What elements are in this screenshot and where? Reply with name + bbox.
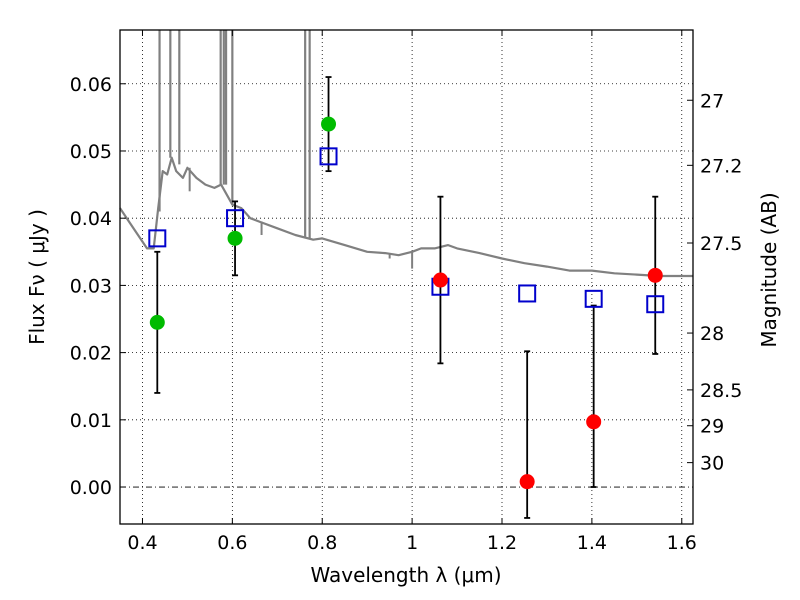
x-tick-label: 1: [406, 532, 418, 554]
magnitude-tick-label: 28.5: [700, 380, 742, 402]
detection-point: [519, 474, 535, 490]
y-axis-ticks: 0.00 0.01 0.02 0.03 0.04 0.05 0.06: [70, 74, 126, 499]
x-tick-label: 1.4: [577, 532, 607, 554]
y-tick-label: 0.05: [70, 141, 112, 163]
x-axis-ticks: 0.4 0.6 0.8 1 1.2 1.4 1.6: [127, 30, 697, 554]
magnitude-tick-label: 29: [700, 416, 724, 438]
magnitude-tick-label: 30: [700, 453, 724, 475]
x-axis-title: Wavelength λ (μm): [310, 563, 501, 587]
magnitude-tick-label: 27.2: [700, 155, 742, 177]
magnitude-tick-label: 27.5: [700, 233, 742, 255]
magnitude-axis-ticks: 27 27.2 27.5 28 28.5 29 30: [687, 90, 742, 475]
magnitude-tick-label: 28: [700, 323, 724, 345]
x-tick-label: 1.2: [487, 532, 517, 554]
x-tick-label: 0.8: [307, 532, 337, 554]
model-photometry-point: [226, 209, 245, 228]
y-tick-label: 0.02: [70, 343, 112, 365]
plot-frame: [119, 29, 694, 525]
detection-point: [432, 272, 448, 288]
y-tick-label: 0.06: [70, 74, 112, 96]
detection-point: [647, 267, 663, 283]
x-tick-label: 0.4: [127, 532, 157, 554]
model-photometry-point: [646, 295, 665, 314]
detection-point: [586, 414, 602, 430]
model-photometry-point: [319, 147, 338, 166]
x-tick-label: 0.6: [217, 532, 247, 554]
plot-area: [120, 30, 693, 524]
magnitude-tick-label: 27: [700, 90, 724, 112]
y-axis-title: Flux Fν ( μJy ): [25, 209, 49, 345]
detection-point: [149, 314, 165, 330]
detection-point: [227, 230, 243, 246]
y-tick-label: 0.01: [70, 410, 112, 432]
y-tick-label: 0.00: [70, 477, 112, 499]
model-sed-series: [119, 30, 693, 278]
x-tick-label: 1.6: [667, 532, 697, 554]
y-tick-label: 0.03: [70, 275, 112, 297]
model-photometry-point: [584, 289, 603, 308]
model-photometry-point: [148, 229, 167, 248]
magnitude-axis-title: Magnitude (AB): [757, 192, 781, 347]
detection-series: [149, 116, 663, 490]
y-tick-label: 0.04: [70, 208, 112, 230]
detection-point: [321, 116, 337, 132]
model-photometry-point: [518, 284, 537, 303]
